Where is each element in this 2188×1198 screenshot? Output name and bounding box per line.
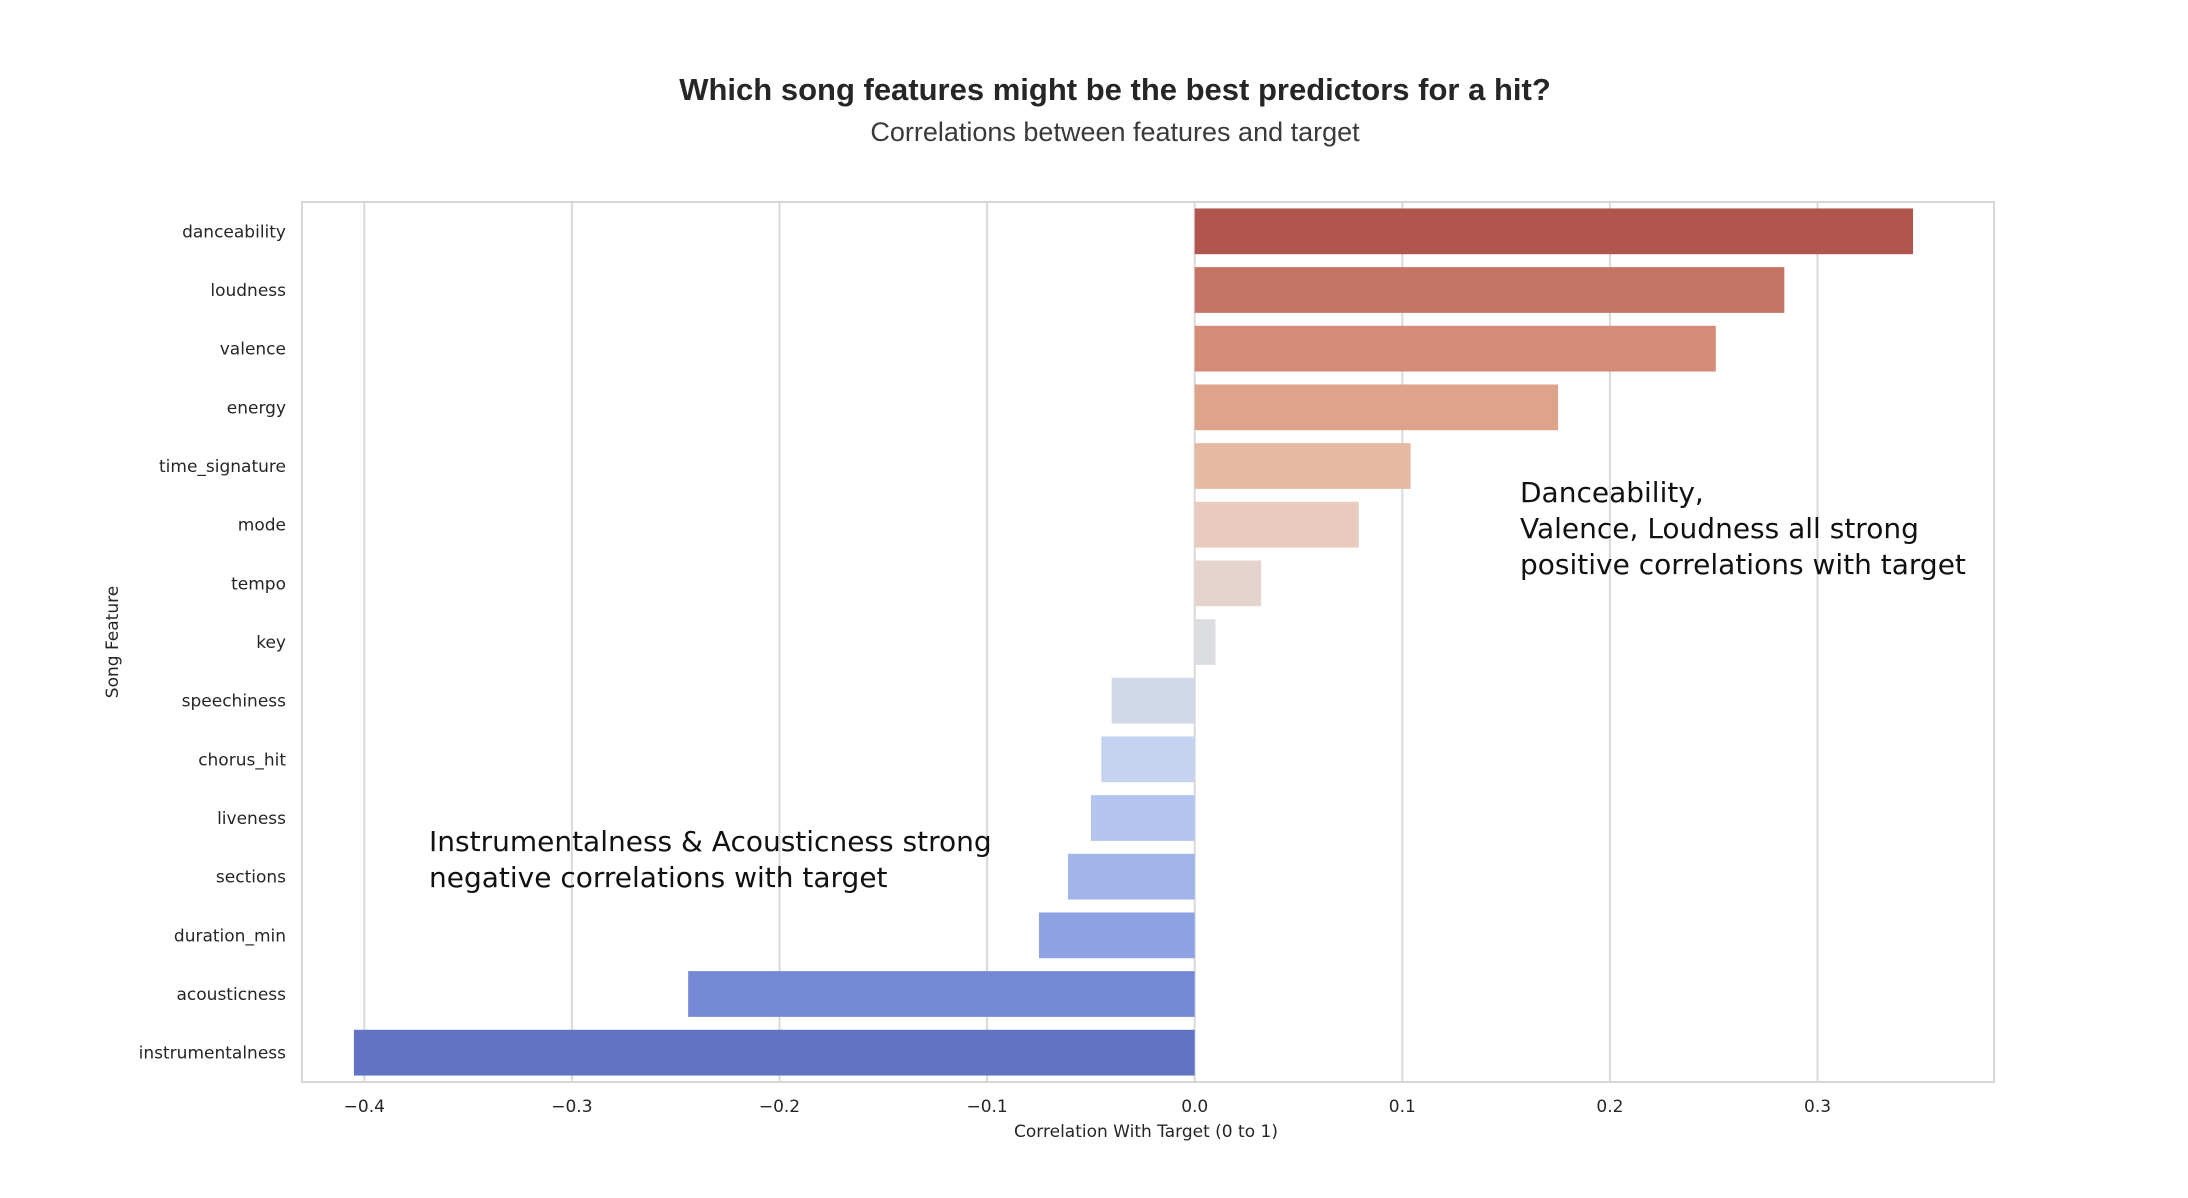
y-tick-label: loudness [210,281,286,301]
bar-chorus_hit [1101,736,1195,783]
bar-valence [1194,325,1716,372]
y-tick-labels: danceability loudness valence energy time_si… [139,222,287,1063]
positive-annotation-line: Danceability, [1520,476,1704,509]
bar-time_signature [1194,443,1411,489]
bar-liveness [1090,795,1195,841]
positive-annotation-line: Valence, Loudness all strong [1520,512,1919,545]
y-tick-label: tempo [231,574,286,594]
positive-annotation: Danceability, Valence, Loudness all stro… [1520,476,1966,581]
negative-annotation-line: Instrumentalness & Acousticness strong [429,825,992,858]
y-tick-label: liveness [217,809,286,829]
y-tick-label: speechiness [182,692,287,712]
bar-loudness [1194,267,1785,313]
y-tick-label: acousticness [177,985,287,1005]
negative-annotation: Instrumentalness & Acousticness strong n… [429,825,1001,894]
y-tick-label: time_signature [159,457,286,477]
bars [353,208,1914,1076]
bar-tempo [1194,560,1262,607]
y-axis-label: Song Feature [103,586,123,698]
chart-title: Which song features might be the best pr… [679,72,1551,107]
bar-instrumentalness [353,1029,1195,1076]
x-tick-label: 0.1 [1389,1097,1416,1117]
x-tick-label: 0.2 [1596,1097,1623,1117]
x-tick-label: −0.4 [344,1097,385,1117]
bar-danceability [1194,208,1914,255]
bar-acousticness [688,971,1195,1017]
bar-sections [1068,853,1195,900]
x-tick-label: −0.1 [966,1097,1007,1117]
y-tick-label: sections [216,868,286,888]
bar-mode [1194,501,1359,548]
y-tick-label: mode [238,516,286,536]
chart-subtitle: Correlations between features and target [870,117,1360,147]
y-tick-label: valence [220,340,286,360]
y-tick-label: energy [227,398,286,418]
x-tick-label: −0.2 [759,1097,800,1117]
x-tick-labels: −0.4 −0.3 −0.2 −0.1 0.0 0.1 0.2 0.3 [344,1097,1831,1117]
bar-duration_min [1039,912,1195,959]
plot-frame [301,201,1995,1083]
x-tick-label: −0.3 [551,1097,592,1117]
bar-speechiness [1111,677,1195,724]
x-tick-label: 0.3 [1804,1097,1831,1117]
negative-annotation-line: negative correlations with target [429,861,888,894]
y-tick-label: duration_min [174,926,286,946]
y-tick-label: chorus_hit [198,750,286,770]
y-tick-label: instrumentalness [139,1044,286,1064]
x-axis-label: Correlation With Target (0 to 1) [1014,1122,1278,1142]
positive-annotation-line: positive correlations with target [1520,548,1966,581]
y-tick-label: key [256,633,286,653]
bar-key [1194,619,1216,665]
x-tick-label: 0.0 [1181,1097,1208,1117]
bar-energy [1194,384,1559,431]
y-tick-label: danceability [182,222,286,242]
